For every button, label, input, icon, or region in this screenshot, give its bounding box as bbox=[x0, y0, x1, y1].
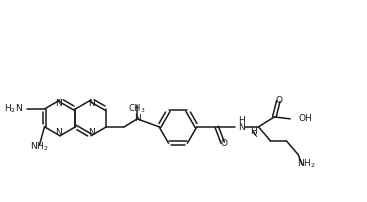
Text: N: N bbox=[55, 99, 62, 108]
Text: N: N bbox=[55, 128, 62, 137]
Text: N: N bbox=[239, 123, 245, 132]
Text: H: H bbox=[239, 116, 245, 125]
Text: O: O bbox=[276, 96, 283, 105]
Text: N: N bbox=[88, 99, 95, 108]
Text: H: H bbox=[250, 127, 257, 136]
Text: CH$_3$: CH$_3$ bbox=[128, 103, 146, 116]
Text: O: O bbox=[220, 139, 227, 148]
Text: OH: OH bbox=[298, 114, 312, 123]
Text: N: N bbox=[88, 128, 95, 137]
Text: H$_2$N: H$_2$N bbox=[4, 103, 23, 115]
Text: NH$_2$: NH$_2$ bbox=[30, 140, 49, 153]
Text: N: N bbox=[134, 114, 141, 123]
Text: NH$_2$: NH$_2$ bbox=[297, 157, 316, 169]
